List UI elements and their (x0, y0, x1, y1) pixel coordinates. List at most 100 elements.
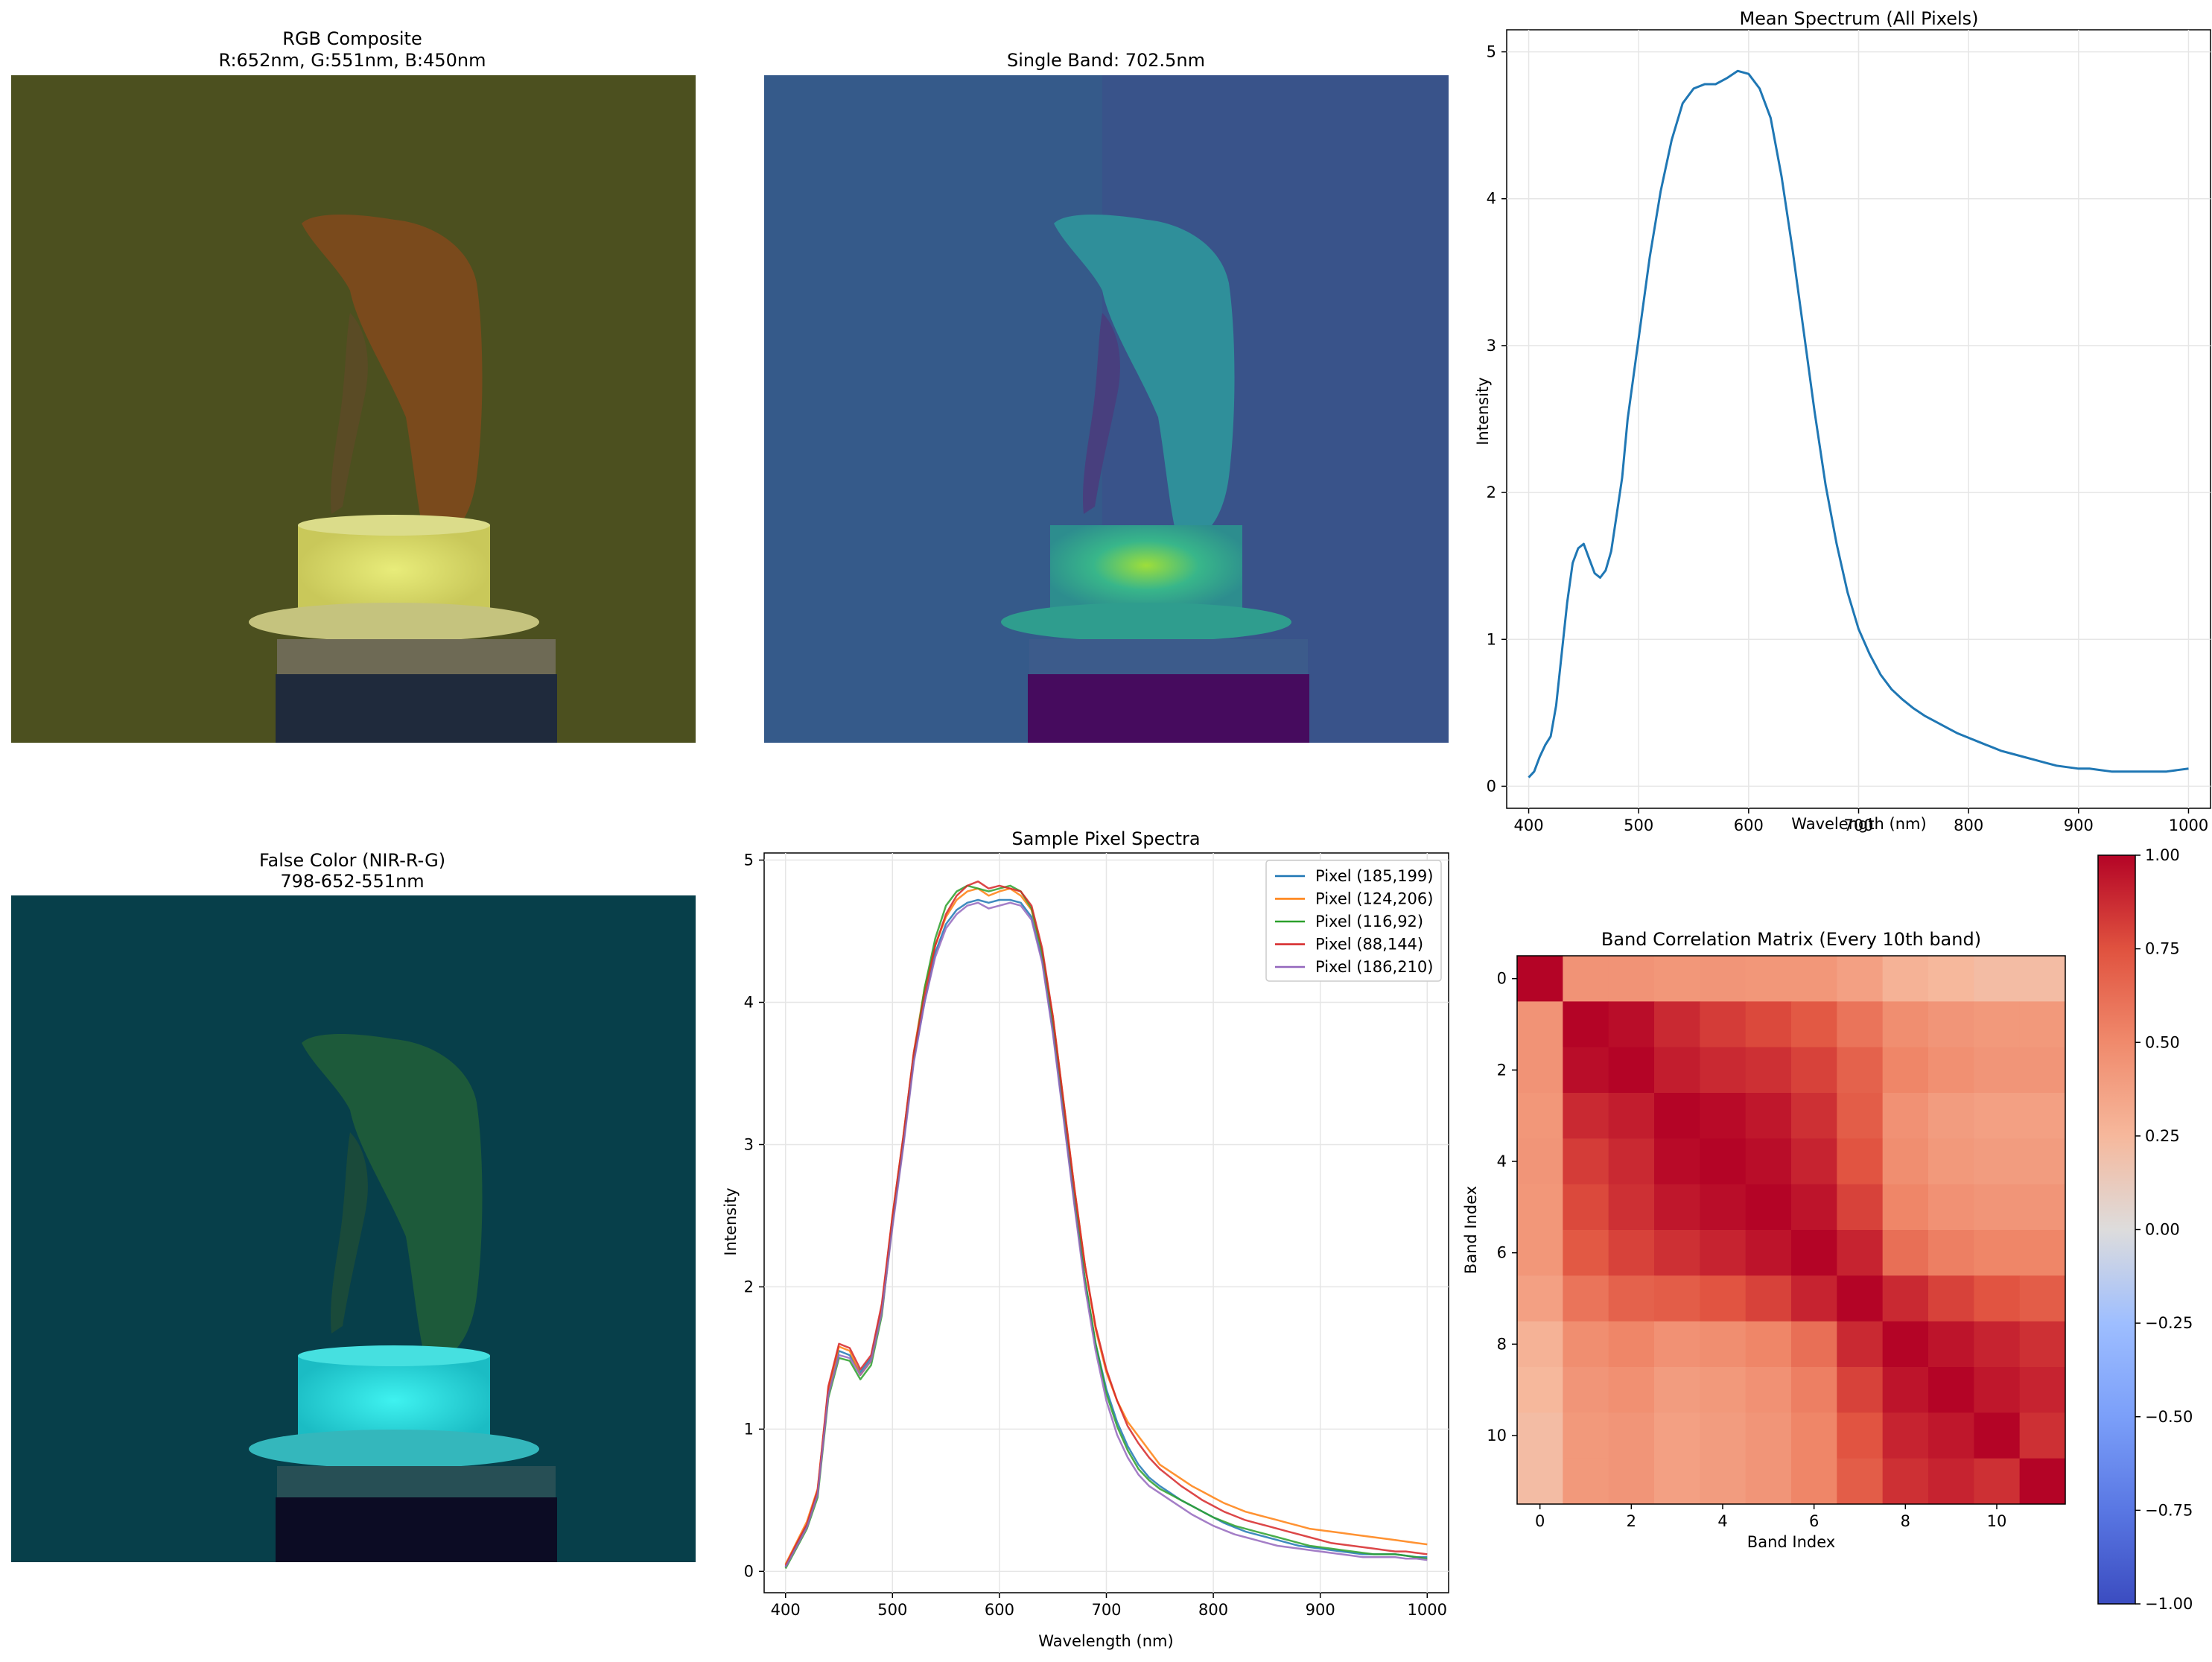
correlation-matrix-cells (1517, 956, 2066, 1505)
heatmap-cell (1791, 1412, 1837, 1459)
heatmap-cell (1745, 1001, 1792, 1048)
heatmap-cell (1563, 956, 1609, 1002)
heatmap-cell (1517, 1184, 1563, 1231)
heatmap-cell (1654, 1321, 1700, 1368)
correlation-matrix-frame (1516, 955, 2066, 1505)
heatmap-cell (1745, 1412, 1792, 1459)
heatmap-cell (1700, 1412, 1747, 1459)
colorbar-tick-label: −0.25 (2145, 1314, 2193, 1332)
pixel-spectra-xlabel: Wavelength (nm) (1038, 1632, 1173, 1650)
heatmap-cell (1608, 1047, 1655, 1094)
heatmap-cell (1837, 956, 1884, 1002)
heatmap-cell (1563, 1047, 1609, 1094)
heatmap-cell (1608, 1275, 1655, 1322)
heatmap-cell (1745, 1321, 1792, 1368)
heatmap-cell (1882, 1093, 1929, 1139)
y-tick-label: 5 (744, 851, 754, 869)
x-tick-label: 400 (1513, 816, 1543, 834)
pixel-spectra-title: Sample Pixel Spectra (1011, 828, 1200, 849)
heatmap-cell (1654, 1093, 1700, 1139)
mean-spectrum-title: Mean Spectrum (All Pixels) (1739, 8, 1978, 29)
heatmap-cell (1517, 1093, 1563, 1139)
heatmap-cell (1928, 1275, 1974, 1322)
heatmap-cell (1517, 1138, 1563, 1185)
y-tick-label: 4 (744, 994, 754, 1012)
heatmap-cell (1745, 1230, 1792, 1276)
heatmap-cell (1700, 956, 1747, 1002)
heatmap-cell (1745, 1458, 1792, 1505)
heatmap-cell (1882, 1412, 1929, 1459)
false-color-title-line1: False Color (NIR-R-G) (259, 850, 445, 871)
heatmap-cell (1974, 1093, 2021, 1139)
heatmap-cell (1974, 1184, 2021, 1231)
heatmap-cell (1791, 1047, 1837, 1094)
single-band-panel: Single Band: 702.5nm (764, 50, 1449, 743)
y-tick-label: 8 (1497, 1335, 1507, 1353)
heatmap-cell (1974, 1275, 2021, 1322)
mean-spectrum-ylabel: Intensity (1474, 377, 1492, 445)
heatmap-cell (1882, 1138, 1929, 1185)
false-color-panel: False Color (NIR-R-G) 798-652-551nm (11, 850, 696, 1562)
rgb-composite-panel: RGB Composite R:652nm, G:551nm, B:450nm (11, 28, 696, 743)
x-tick-label: 2 (1627, 1512, 1636, 1530)
heatmap-cell (1837, 1093, 1884, 1139)
heatmap-cell (1700, 1321, 1747, 1368)
heatmap-cell (1745, 1093, 1792, 1139)
heatmap-cell (1700, 1275, 1747, 1322)
x-tick-label: 500 (877, 1601, 907, 1619)
legend-entry: Pixel (186,210) (1315, 958, 1433, 976)
heatmap-cell (1837, 1321, 1884, 1368)
heatmap-cell (2019, 1321, 2066, 1368)
y-tick-label: 2 (744, 1278, 754, 1295)
y-tick-label: 0 (1487, 777, 1496, 795)
colorbar-tick-label: 1.00 (2145, 846, 2180, 864)
heatmap-cell (1791, 1001, 1837, 1048)
heatmap-cell (1837, 1412, 1884, 1459)
heatmap-cell (1654, 1230, 1700, 1276)
heatmap-cell (1974, 956, 2021, 1002)
heatmap-cell (1517, 1001, 1563, 1048)
heatmap-cell (1517, 1275, 1563, 1322)
heatmap-cell (1928, 1001, 1974, 1048)
pixel-spectra-legend: Pixel (185,199) Pixel (124,206) Pixel (116… (1265, 860, 1442, 982)
heatmap-cell (1745, 1184, 1792, 1231)
heatmap-cell (2019, 1184, 2066, 1231)
heatmap-cell (1745, 1275, 1792, 1322)
heatmap-cell (1791, 1093, 1837, 1139)
heatmap-cell (1700, 1047, 1747, 1094)
heatmap-cell (2019, 956, 2066, 1002)
heatmap-cell (1837, 1047, 1884, 1094)
heatmap-cell (2019, 1047, 2066, 1094)
y-tick-label: 3 (744, 1135, 754, 1153)
heatmap-cell (1928, 956, 1974, 1002)
heatmap-cell (1974, 1321, 2021, 1368)
heatmap-cell (2019, 1138, 2066, 1185)
heatmap-cell (2019, 1001, 2066, 1048)
heatmap-cell (1928, 1093, 1974, 1139)
x-tick-label: 800 (1954, 816, 1983, 834)
heatmap-cell (1517, 1367, 1563, 1413)
heatmap-cell (1563, 1321, 1609, 1368)
y-tick-label: 4 (1487, 190, 1496, 208)
heatmap-cell (1974, 1001, 2021, 1048)
heatmap-cell (1791, 1321, 1837, 1368)
heatmap-cell (1654, 1184, 1700, 1231)
heatmap-cell (1517, 956, 1563, 1002)
heatmap-cell (1837, 1001, 1884, 1048)
heatmap-cell (1791, 1184, 1837, 1231)
heatmap-cell (1791, 1230, 1837, 1276)
heatmap-cell (1654, 1458, 1700, 1505)
series-line-5 (784, 901, 1428, 1568)
heatmap-cell (2019, 1458, 2066, 1505)
heatmap-cell (1837, 1184, 1884, 1231)
heatmap-cell (1517, 1230, 1563, 1276)
x-tick-label: 900 (1306, 1601, 1335, 1619)
heatmap-cell (1882, 1275, 1929, 1322)
heatmap-cell (1745, 1047, 1792, 1094)
x-tick-label: 700 (1843, 816, 1873, 834)
heatmap-cell (1791, 1458, 1837, 1505)
colorbar-tick-label: 0.25 (2145, 1127, 2180, 1145)
heatmap-cell (1608, 956, 1655, 1002)
false-color-title-line2: 798-652-551nm (280, 871, 424, 892)
heatmap-cell (1517, 1412, 1563, 1459)
